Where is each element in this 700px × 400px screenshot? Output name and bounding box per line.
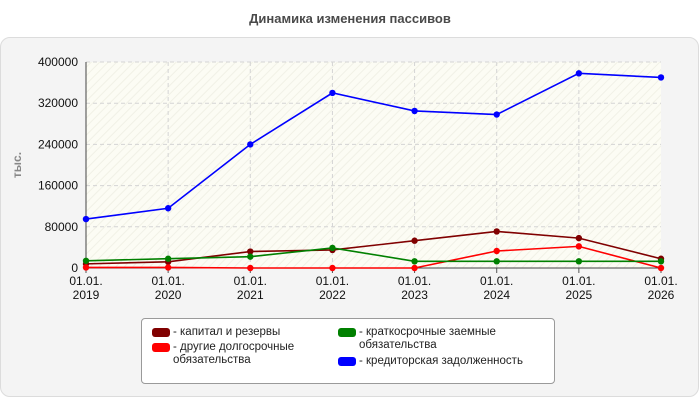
legend-swatch [152,343,170,352]
x-tick-label: 01.01. 2025 [562,274,595,302]
data-point [575,70,583,77]
y-tick-label: 80000 [45,220,79,234]
data-point [575,234,583,242]
y-tick-label: 160000 [38,179,78,193]
data-point [493,111,500,118]
y-tick-label: 240000 [38,137,78,151]
data-point [329,89,336,97]
y-axis-label: тыс. [10,152,24,178]
data-point [247,141,254,148]
x-tick-label: 01.01. 2023 [398,274,431,302]
data-point [493,247,500,255]
data-point [164,264,172,271]
series-line [85,72,662,220]
plot-area [86,62,661,268]
chart-title: Динамика изменения пассивов [249,11,451,26]
data-point [329,244,336,252]
data-point [411,264,418,272]
x-tick-label: 01.01. 2024 [480,274,513,302]
x-tick-label: 01.01. 2020 [151,274,184,302]
legend-swatch [152,328,170,337]
y-tick-label: 320000 [38,96,78,110]
data-point [657,258,665,265]
legend-label: - краткосрочные заемные обязательства [359,326,496,351]
x-tick-label: 01.01. 2026 [644,274,677,302]
data-point [329,264,336,272]
legend-swatch [338,357,356,366]
data-point [82,215,90,223]
data-point [411,237,418,244]
data-point [575,243,583,250]
data-point [493,228,500,235]
legend-item: - капитал и резервы [152,326,332,339]
data-point [411,258,418,265]
data-point [164,205,172,212]
series-line [85,230,662,265]
x-tick-label: 01.01. 2019 [69,274,102,302]
series-line [86,245,662,269]
legend-label: - кредиторская задолженность [359,355,523,367]
data-point [657,74,665,81]
legend-item: - кредиторская задолженность [338,355,553,368]
data-point [575,258,583,265]
x-tick-label: 01.01. 2022 [316,274,349,302]
data-point [657,264,665,272]
data-point [247,264,254,272]
data-point [247,253,254,260]
data-point [82,264,90,271]
legend-item: - краткосрочные заемные обязательства [338,326,548,352]
chart-legend: - капитал и резервы - другие долгосрочны… [141,318,555,384]
data-point [247,248,254,255]
data-point [82,257,90,264]
y-tick-label: 0 [71,261,78,275]
legend-label: - капитал и резервы [173,326,281,338]
y-tick-label: 400000 [38,55,78,69]
series-line [85,247,661,263]
legend-item: - другие долгосрочные обязательства [152,341,332,367]
legend-swatch [338,328,356,337]
legend-label: - другие долгосрочные обязательства [173,341,295,366]
data-point [411,107,418,115]
data-point [164,255,172,262]
x-tick-label: 01.01. 2021 [234,274,267,302]
data-point [493,258,500,265]
